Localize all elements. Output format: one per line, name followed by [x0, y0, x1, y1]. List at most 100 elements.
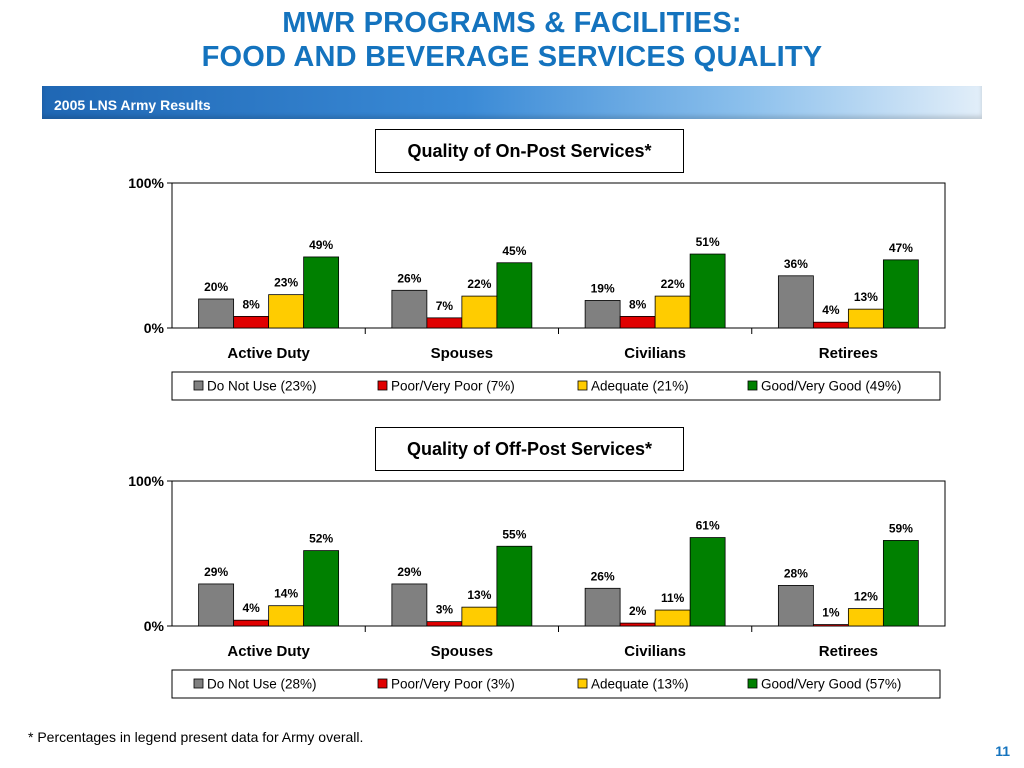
data-label: 22% — [467, 277, 491, 291]
legend-swatch-good — [747, 380, 758, 391]
chart-title-off-post: Quality of Off-Post Services* — [375, 427, 684, 471]
data-label: 22% — [661, 277, 685, 291]
data-label: 8% — [629, 297, 647, 311]
bar-poor-spouses — [426, 621, 463, 627]
bar-poor-retirees — [812, 321, 849, 329]
bar-adequate-retirees — [847, 308, 884, 329]
data-label: 49% — [309, 238, 333, 252]
legend-box — [171, 669, 941, 699]
legend-label-do-not-use: Do Not Use (23%) — [207, 379, 317, 394]
data-label: 28% — [784, 566, 808, 580]
data-label: 51% — [696, 235, 720, 249]
data-label: 47% — [889, 241, 913, 255]
data-label: 26% — [591, 569, 615, 583]
data-label: 14% — [274, 587, 298, 601]
bar-do-not-use-spouses — [391, 583, 428, 627]
data-label: 2% — [629, 604, 647, 618]
bar-do-not-use-retirees — [777, 585, 814, 627]
bar-good-spouses — [496, 545, 533, 627]
legend-label-good: Good/Very Good (57%) — [761, 677, 901, 692]
data-label: 11% — [661, 591, 685, 605]
category-label-civilians: Civilians — [624, 345, 686, 362]
legend-swatch-good — [747, 678, 758, 689]
chart-title-on-post: Quality of On-Post Services* — [375, 129, 684, 173]
on-post-bar-chart: 0% 100% 20% 8% 23% 49% Active Duty 26% 7% 22% 45% S… — [128, 175, 946, 401]
bar-good-civilians — [689, 253, 726, 329]
bar-adequate-civilians — [654, 609, 691, 627]
bar-good-active-duty — [303, 550, 340, 627]
bar-adequate-active-duty — [268, 605, 305, 627]
page-number: 11 — [995, 743, 1010, 759]
bar-poor-civilians — [619, 622, 656, 627]
legend-label-adequate: Adequate (13%) — [591, 677, 689, 692]
category-label-retirees: Retirees — [819, 345, 878, 362]
category-label-spouses: Spouses — [431, 345, 494, 362]
legend-label-good: Good/Very Good (49%) — [761, 379, 901, 394]
category-label-spouses: Spouses — [431, 643, 494, 660]
bar-do-not-use-active-duty — [198, 583, 235, 627]
category-label-retirees: Retirees — [819, 643, 878, 660]
data-label: 23% — [274, 276, 298, 290]
y-tick-label: 0% — [144, 618, 165, 634]
data-label: 1% — [822, 606, 840, 620]
data-label: 26% — [397, 271, 421, 285]
bar-do-not-use-retirees — [777, 275, 814, 329]
data-label: 13% — [467, 588, 491, 602]
legend-swatch-adequate — [577, 678, 588, 689]
bar-adequate-civilians — [654, 295, 691, 329]
header-banner: 2005 LNS Army Results — [42, 86, 982, 119]
bar-poor-spouses — [426, 317, 463, 329]
data-label: 19% — [591, 281, 615, 295]
data-label: 20% — [204, 280, 228, 294]
data-label: 36% — [784, 257, 808, 271]
bar-adequate-spouses — [461, 606, 498, 627]
y-tick-label: 100% — [128, 175, 164, 191]
data-label: 7% — [436, 299, 454, 313]
legend-swatch-adequate — [577, 380, 588, 391]
data-label: 29% — [397, 565, 421, 579]
data-label: 12% — [854, 590, 878, 604]
slide-title-line-1: MWR PROGRAMS & FACILITIES: — [282, 7, 742, 39]
bar-poor-retirees — [812, 624, 849, 627]
legend-label-do-not-use: Do Not Use (28%) — [207, 677, 317, 692]
off-post-bar-chart: 0% 100% 29% 4% 14% 52% Active Duty 29% 3% 13% 55% S… — [128, 473, 946, 699]
data-label: 61% — [696, 519, 720, 533]
plot-area — [171, 480, 946, 627]
bar-adequate-active-duty — [268, 294, 305, 329]
bar-poor-active-duty — [233, 619, 270, 627]
bar-good-retirees — [882, 259, 919, 329]
footnote: * Percentages in legend present data for… — [28, 729, 364, 745]
bar-do-not-use-civilians — [584, 587, 621, 627]
slide-title: MWR PROGRAMS & FACILITIES: FOOD AND BEVE… — [0, 6, 1024, 74]
slide-title-line-2: FOOD AND BEVERAGE SERVICES QUALITY — [201, 41, 823, 73]
data-label: 4% — [822, 303, 840, 317]
category-label-active-duty: Active Duty — [227, 643, 310, 660]
bar-do-not-use-spouses — [391, 289, 428, 329]
bar-do-not-use-active-duty — [198, 298, 235, 329]
bar-adequate-retirees — [847, 608, 884, 627]
category-label-civilians: Civilians — [624, 643, 686, 660]
data-label: 29% — [204, 565, 228, 579]
legend-label-poor: Poor/Very Poor (7%) — [391, 379, 515, 394]
bar-good-civilians — [689, 537, 726, 627]
bar-adequate-spouses — [461, 295, 498, 329]
data-label: 8% — [242, 297, 260, 311]
data-label: 13% — [854, 290, 878, 304]
data-label: 4% — [242, 601, 260, 615]
legend-label-poor: Poor/Very Poor (3%) — [391, 677, 515, 692]
legend-label-adequate: Adequate (21%) — [591, 379, 689, 394]
y-tick-label: 0% — [144, 320, 165, 336]
legend-swatch-poor — [377, 380, 388, 391]
data-label: 52% — [309, 532, 333, 546]
bar-good-active-duty — [303, 256, 340, 329]
data-label: 55% — [502, 527, 526, 541]
legend-box — [171, 371, 941, 401]
banner-text: 2005 LNS Army Results — [54, 97, 211, 113]
legend-swatch-do-not-use — [193, 678, 204, 689]
data-label: 45% — [502, 244, 526, 258]
bar-poor-active-duty — [233, 315, 270, 329]
bar-poor-civilians — [619, 315, 656, 329]
legend-swatch-do-not-use — [193, 380, 204, 391]
category-label-active-duty: Active Duty — [227, 345, 310, 362]
bar-good-spouses — [496, 262, 533, 329]
